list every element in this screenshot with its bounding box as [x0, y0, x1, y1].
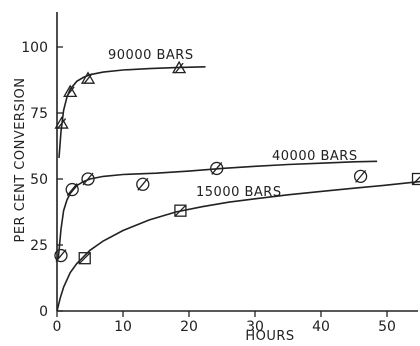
x-tick-label-3: 30 — [246, 319, 264, 335]
data-point-s2-1 — [174, 204, 187, 217]
series-curve-1 — [57, 160, 378, 259]
y-tick-label-3: 75 — [30, 106, 48, 122]
data-point-s1-3 — [136, 177, 150, 191]
series-curve-0 — [58, 66, 206, 158]
data-point-s0-2 — [80, 71, 96, 85]
markers — [54, 60, 420, 265]
data-point-s0-3 — [171, 60, 187, 74]
series-label-90000: 90000 BARS — [108, 48, 194, 63]
y-axis-label: PER CENT CONVERSION — [13, 77, 28, 242]
data-point-s2-0 — [78, 252, 91, 265]
data-point-s1-2 — [81, 172, 95, 186]
series-label-15000: 15000 BARS — [196, 185, 282, 200]
x-tick-label-4: 40 — [312, 319, 330, 335]
ticks: 0 10 20 30 40 50 0 25 50 75 100 — [21, 40, 396, 335]
y-tick-label-0: 0 — [39, 304, 48, 320]
data-point-s1-0 — [54, 248, 68, 263]
x-tick-label-2: 20 — [180, 319, 198, 335]
data-point-s2-2 — [411, 172, 420, 186]
curves — [56, 66, 420, 312]
data-point-s1-4 — [210, 161, 224, 176]
labels: HOURS PER CENT CONVERSION 90000 BARS 400… — [13, 48, 358, 344]
data-point-s0-0 — [54, 116, 69, 129]
series-curve-2 — [56, 180, 420, 312]
data-point-s0-1 — [63, 84, 78, 98]
x-tick-label-1: 10 — [114, 319, 132, 335]
series-label-40000: 40000 BARS — [272, 149, 358, 164]
data-point-s1-5 — [353, 169, 368, 184]
x-tick-label-0: 0 — [53, 319, 62, 335]
y-tick-label-1: 25 — [30, 238, 48, 254]
x-tick-label-5: 50 — [378, 319, 396, 335]
data-point-s1-1 — [65, 182, 79, 197]
y-tick-label-2: 50 — [30, 172, 48, 188]
y-tick-label-4: 100 — [21, 40, 48, 56]
x-axis-label: HOURS — [245, 329, 294, 344]
